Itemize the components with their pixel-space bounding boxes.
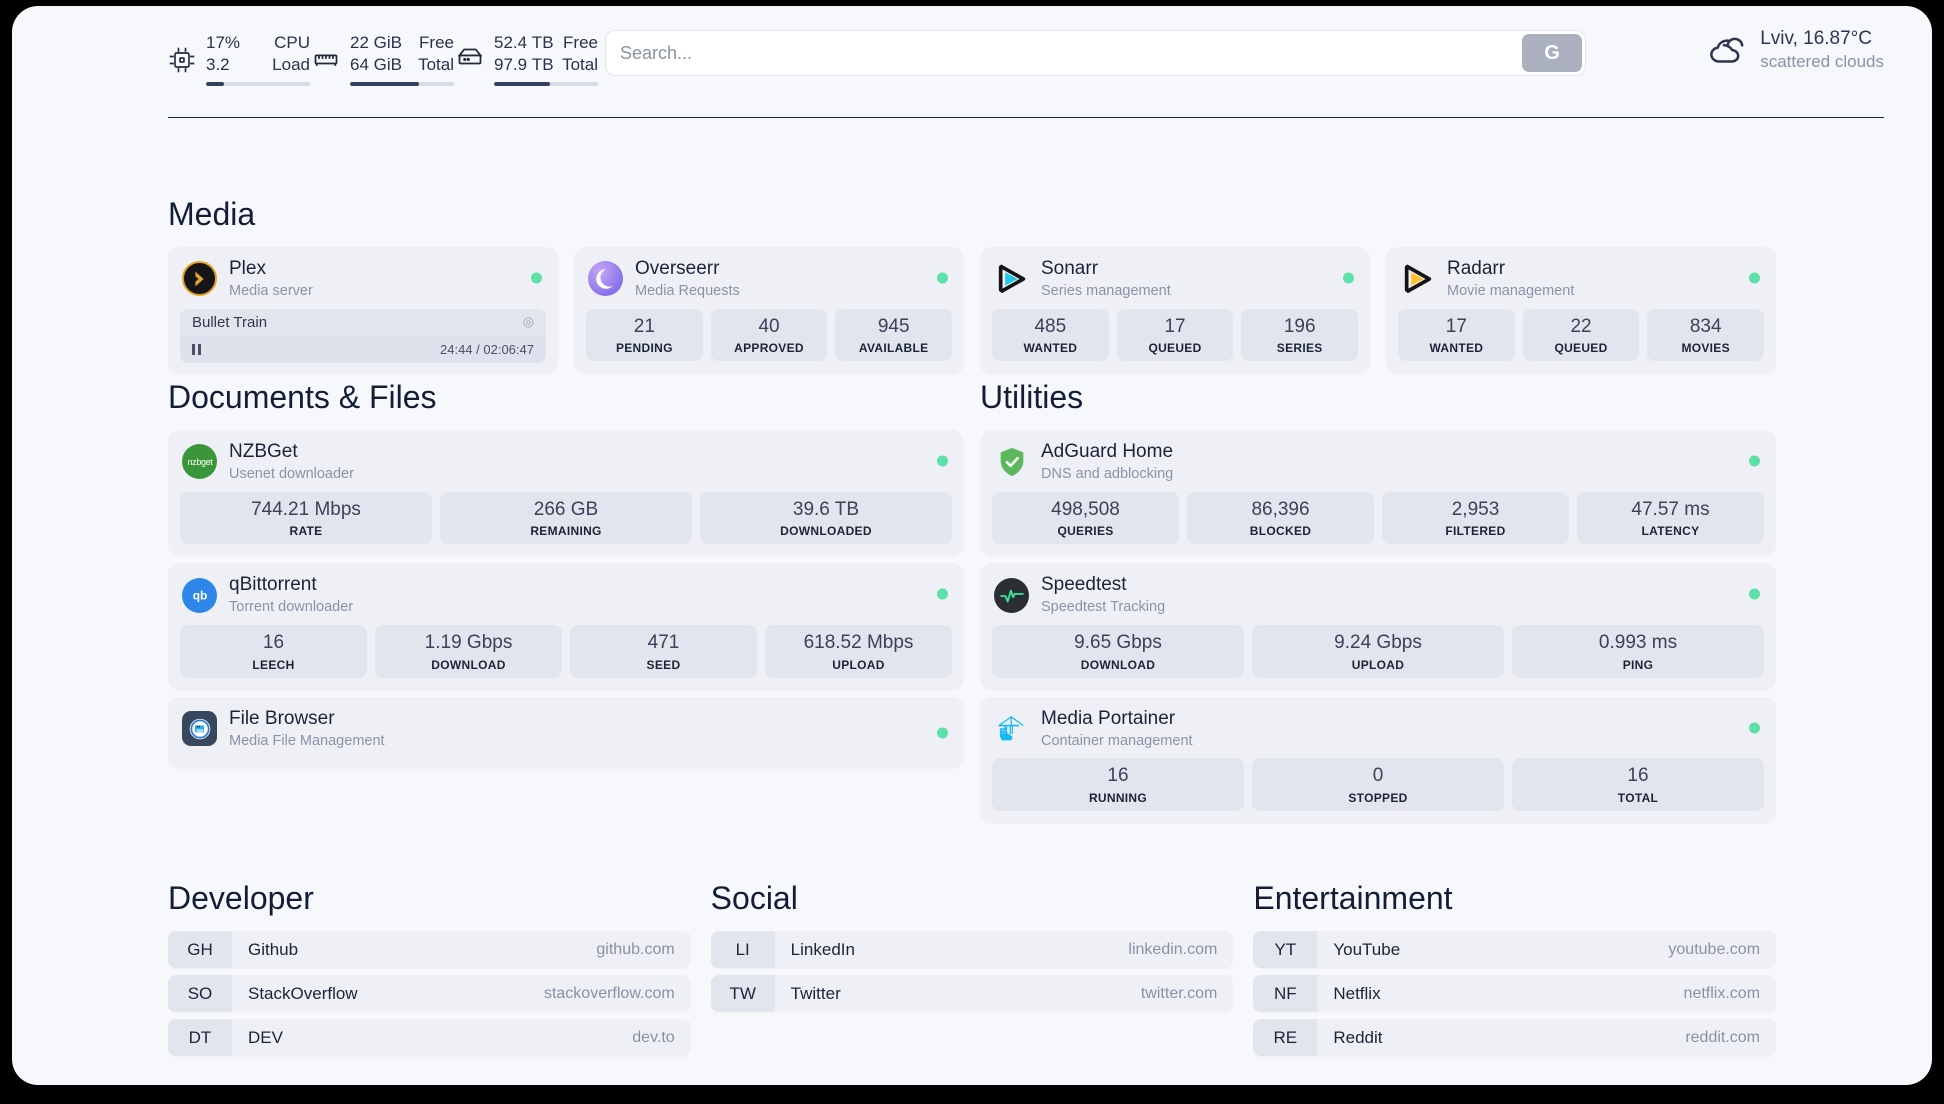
- svg-text:qb: qb: [192, 589, 207, 603]
- svg-text:nzbget: nzbget: [187, 457, 213, 467]
